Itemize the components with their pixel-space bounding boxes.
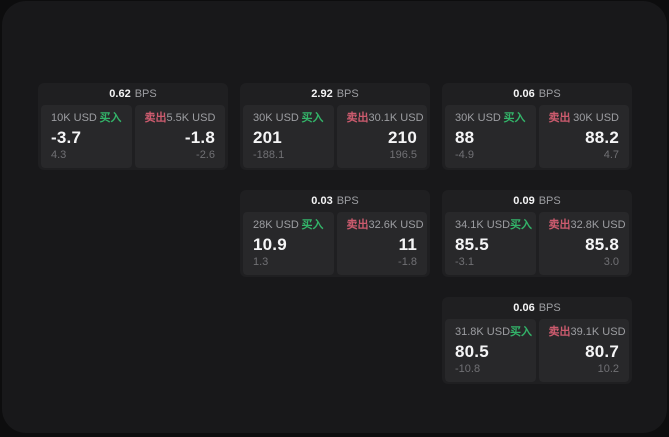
quote-card: 2.92 BPS 30K USD 买入 201 -188.1 卖出 30.1K … bbox=[240, 83, 430, 170]
sell-price: 80.7 bbox=[585, 342, 619, 361]
buy-side-label: 买入 bbox=[510, 326, 533, 338]
sell-delta: -2.6 bbox=[196, 149, 215, 161]
sell-price: 210 bbox=[388, 128, 417, 147]
buy-size: 30K USD bbox=[455, 112, 501, 124]
sell-side-label: 卖出 bbox=[548, 219, 571, 231]
sell-delta: 10.2 bbox=[597, 363, 619, 375]
quote-card-grid: 0.62 BPS 10K USD 买入 -3.7 4.3 卖出 5.5K USD bbox=[38, 83, 632, 384]
bps-unit-label: BPS bbox=[336, 195, 359, 207]
buy-delta: -10.8 bbox=[455, 363, 481, 375]
sell-side-label: 卖出 bbox=[548, 326, 571, 338]
sell-size: 5.5K USD bbox=[166, 112, 216, 124]
buy-quote-panel[interactable]: 30K USD 买入 88 -4.9 bbox=[445, 105, 536, 168]
card-body: 34.1K USD 买入 85.5 -3.1 卖出 32.8K USD 85.8… bbox=[442, 212, 632, 277]
quote-card: 0.06 BPS 31.8K USD 买入 80.5 -10.8 卖出 39.1… bbox=[442, 297, 632, 384]
buy-size: 34.1K USD bbox=[455, 219, 511, 231]
card-body: 28K USD 买入 10.9 1.3 卖出 32.6K USD 11 -1.8 bbox=[240, 212, 430, 277]
quote-card: 0.03 BPS 28K USD 买入 10.9 1.3 卖出 32.6K US… bbox=[240, 190, 430, 277]
quote-card: 0.09 BPS 34.1K USD 买入 85.5 -3.1 卖出 32.8K… bbox=[442, 190, 632, 277]
sell-side-label: 卖出 bbox=[346, 219, 369, 231]
sell-price: 85.8 bbox=[585, 235, 619, 254]
sell-price: 88.2 bbox=[585, 128, 619, 147]
buy-side-label: 买入 bbox=[503, 112, 526, 124]
buy-delta: -4.9 bbox=[455, 149, 474, 161]
sell-size: 32.8K USD bbox=[570, 219, 626, 231]
sell-side-label: 卖出 bbox=[144, 112, 167, 124]
sell-size: 32.6K USD bbox=[368, 219, 424, 231]
buy-side-label: 买入 bbox=[301, 112, 324, 124]
quote-card: 0.06 BPS 30K USD 买入 88 -4.9 卖出 30K USD bbox=[442, 83, 632, 170]
buy-price: 10.9 bbox=[253, 235, 287, 254]
buy-side-label: 买入 bbox=[99, 112, 122, 124]
buy-price: 85.5 bbox=[455, 235, 489, 254]
sell-quote-panel[interactable]: 卖出 32.8K USD 85.8 3.0 bbox=[538, 212, 629, 275]
bps-value: 0.06 bbox=[513, 302, 535, 314]
sell-quote-panel[interactable]: 卖出 5.5K USD -1.8 -2.6 bbox=[134, 105, 225, 168]
buy-side-label: 买入 bbox=[510, 219, 533, 231]
bps-unit-label: BPS bbox=[538, 195, 561, 207]
quote-card: 0.62 BPS 10K USD 买入 -3.7 4.3 卖出 5.5K USD bbox=[38, 83, 228, 170]
bps-header: 0.06 BPS bbox=[442, 83, 632, 105]
buy-size: 31.8K USD bbox=[455, 326, 511, 338]
sell-size: 30.1K USD bbox=[368, 112, 424, 124]
sell-side-label: 卖出 bbox=[346, 112, 369, 124]
bps-header: 0.62 BPS bbox=[38, 83, 228, 105]
buy-quote-panel[interactable]: 31.8K USD 买入 80.5 -10.8 bbox=[445, 319, 536, 382]
bps-value: 0.06 bbox=[513, 88, 535, 100]
bps-header: 0.06 BPS bbox=[442, 297, 632, 319]
sell-delta: -1.8 bbox=[398, 256, 417, 268]
sell-quote-panel[interactable]: 卖出 30K USD 88.2 4.7 bbox=[538, 105, 629, 168]
buy-quote-panel[interactable]: 28K USD 买入 10.9 1.3 bbox=[243, 212, 334, 275]
buy-delta: -188.1 bbox=[253, 149, 285, 161]
bps-unit-label: BPS bbox=[134, 88, 157, 100]
bps-unit-label: BPS bbox=[538, 302, 561, 314]
bps-value: 2.92 bbox=[311, 88, 333, 100]
buy-quote-panel[interactable]: 30K USD 买入 201 -188.1 bbox=[243, 105, 334, 168]
buy-size: 30K USD bbox=[253, 112, 299, 124]
sell-price: 11 bbox=[398, 235, 417, 254]
sell-size: 39.1K USD bbox=[570, 326, 626, 338]
buy-side-label: 买入 bbox=[301, 219, 324, 231]
buy-delta: 1.3 bbox=[253, 256, 269, 268]
bps-value: 0.03 bbox=[311, 195, 333, 207]
card-body: 30K USD 买入 201 -188.1 卖出 30.1K USD 210 1… bbox=[240, 105, 430, 170]
buy-delta: 4.3 bbox=[51, 149, 67, 161]
buy-price: -3.7 bbox=[51, 128, 82, 147]
sell-delta: 3.0 bbox=[603, 256, 619, 268]
sell-size: 30K USD bbox=[573, 112, 619, 124]
sell-price: -1.8 bbox=[184, 128, 215, 147]
bps-value: 0.62 bbox=[109, 88, 131, 100]
buy-size: 28K USD bbox=[253, 219, 299, 231]
buy-quote-panel[interactable]: 34.1K USD 买入 85.5 -3.1 bbox=[445, 212, 536, 275]
sell-quote-panel[interactable]: 卖出 32.6K USD 11 -1.8 bbox=[336, 212, 427, 275]
bps-value: 0.09 bbox=[513, 195, 535, 207]
bps-unit-label: BPS bbox=[538, 88, 561, 100]
sell-delta: 4.7 bbox=[603, 149, 619, 161]
bps-header: 2.92 BPS bbox=[240, 83, 430, 105]
bps-unit-label: BPS bbox=[336, 88, 359, 100]
card-body: 31.8K USD 买入 80.5 -10.8 卖出 39.1K USD 80.… bbox=[442, 319, 632, 384]
buy-price: 88 bbox=[455, 128, 475, 147]
buy-price: 201 bbox=[253, 128, 282, 147]
buy-delta: -3.1 bbox=[455, 256, 474, 268]
card-body: 30K USD 买入 88 -4.9 卖出 30K USD 88.2 4.7 bbox=[442, 105, 632, 170]
buy-quote-panel[interactable]: 10K USD 买入 -3.7 4.3 bbox=[41, 105, 132, 168]
buy-size: 10K USD bbox=[51, 112, 97, 124]
bps-header: 0.03 BPS bbox=[240, 190, 430, 212]
sell-side-label: 卖出 bbox=[548, 112, 571, 124]
card-body: 10K USD 买入 -3.7 4.3 卖出 5.5K USD -1.8 -2.… bbox=[38, 105, 228, 170]
sell-delta: 196.5 bbox=[389, 149, 417, 161]
buy-price: 80.5 bbox=[455, 342, 489, 361]
sell-quote-panel[interactable]: 卖出 39.1K USD 80.7 10.2 bbox=[538, 319, 629, 382]
sell-quote-panel[interactable]: 卖出 30.1K USD 210 196.5 bbox=[336, 105, 427, 168]
bps-header: 0.09 BPS bbox=[442, 190, 632, 212]
